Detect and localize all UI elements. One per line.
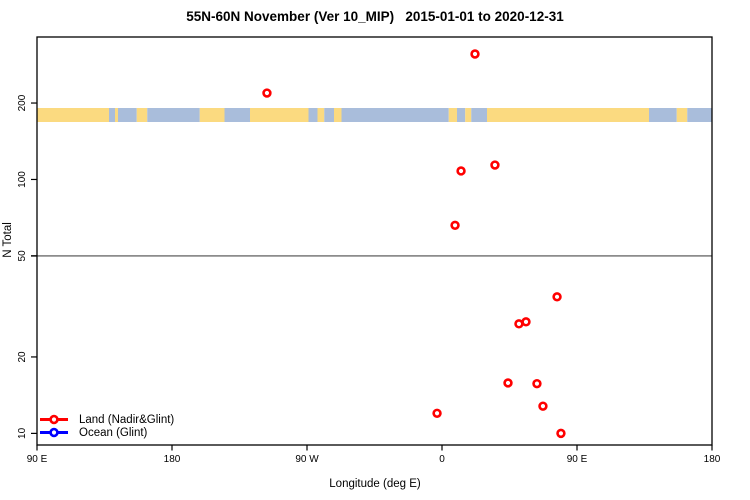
- map-band-ocean-segment: [324, 108, 334, 122]
- map-band-ocean-segment: [109, 108, 115, 122]
- ocean-series-icon: [40, 427, 68, 438]
- map-band-ocean-segment: [224, 108, 250, 122]
- map-band-land-segment: [136, 108, 148, 122]
- data-point: [556, 428, 566, 439]
- map-band-land-segment: [115, 108, 118, 122]
- data-point: [432, 408, 442, 418]
- map-band-land-segment: [317, 108, 325, 122]
- x-tick-label: 0: [439, 454, 445, 465]
- map-band-ocean-segment: [147, 108, 200, 122]
- data-point: [538, 401, 548, 411]
- plot-frame: [36, 36, 713, 446]
- data-point: [503, 378, 513, 388]
- legend-item-land: Land (Nadir&Glint): [38, 413, 174, 426]
- map-band-land-segment: [465, 108, 472, 122]
- map-band-land-segment: [37, 108, 109, 122]
- y-tick-label: 20: [17, 351, 28, 363]
- data-point: [456, 166, 466, 176]
- legend-label-ocean: Ocean (Glint): [79, 426, 148, 439]
- chart-title: 55N-60N November (Ver 10_MIP) 2015-01-01…: [186, 9, 564, 24]
- data-point: [490, 160, 500, 170]
- land-series-icon: [40, 414, 68, 425]
- y-tick-label: 50: [17, 250, 28, 262]
- legend-item-ocean: Ocean (Glint): [38, 426, 174, 439]
- map-band-land-segment: [448, 108, 457, 122]
- x-tick-label: 90 E: [27, 454, 48, 465]
- map-band-land-segment: [199, 108, 225, 122]
- x-tick-label: 90 W: [295, 454, 319, 465]
- map-band-ocean-segment: [687, 108, 712, 122]
- map-band-land-segment: [334, 108, 342, 122]
- legend-label-land: Land (Nadir&Glint): [79, 413, 175, 426]
- y-tick-label: 200: [17, 94, 28, 111]
- map-band-ocean-segment: [649, 108, 677, 122]
- x-tick-label: 180: [704, 454, 721, 465]
- data-point: [450, 220, 460, 230]
- x-tick-label: 90 E: [567, 454, 588, 465]
- data-point: [532, 378, 542, 389]
- map-band-ocean-segment: [341, 108, 449, 122]
- x-tick-label: 180: [164, 454, 181, 465]
- legend: Land (Nadir&Glint) Ocean (Glint): [38, 413, 174, 439]
- map-band-ocean-segment: [118, 108, 137, 122]
- data-point: [262, 88, 272, 98]
- data-point: [470, 49, 480, 59]
- y-tick-label: 10: [17, 427, 28, 439]
- data-point: [552, 292, 562, 302]
- map-band-ocean-segment: [308, 108, 318, 122]
- data-point: [521, 317, 531, 327]
- y-axis-label: N Total: [2, 222, 14, 258]
- map-band-land-segment: [487, 108, 649, 122]
- map-band-land-segment: [676, 108, 688, 122]
- x-axis-label: Longitude (deg E): [329, 478, 421, 490]
- map-band-ocean-segment: [457, 108, 466, 122]
- map-band-land-segment: [250, 108, 309, 122]
- map-band-ocean-segment: [471, 108, 487, 122]
- y-tick-label: 100: [17, 171, 28, 188]
